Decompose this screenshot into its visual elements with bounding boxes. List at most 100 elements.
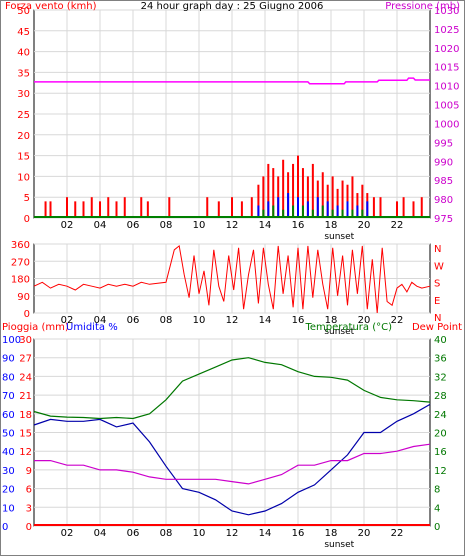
humidity-ytick-label: 60: [2, 410, 15, 421]
direction-xtick-label: 12: [226, 315, 239, 326]
wind-gust-bar: [297, 155, 299, 218]
wind-gust-bar: [412, 201, 415, 218]
temperature-line: [33, 357, 431, 420]
direction-xtick-label: 08: [160, 315, 173, 326]
temp-xtick-label: 14: [259, 528, 272, 539]
wind-gust-bar: [341, 180, 344, 218]
temperature-ytick-label: 32: [434, 372, 447, 383]
wind-gust-bar: [331, 176, 334, 218]
temperature-ytick-label: 8: [434, 485, 440, 496]
direction-compass-label: N: [434, 313, 441, 324]
wind-gust-bar: [44, 201, 47, 218]
humidity-ytick-label: 70: [2, 391, 15, 402]
wind-average-bar: [346, 201, 349, 218]
pressure-ytick-label: 980: [434, 195, 453, 206]
pressure-ytick-label: 1000: [434, 119, 459, 130]
wind-xtick-label: 22: [391, 220, 404, 231]
direction-compass-label: N: [434, 244, 441, 255]
wind-ytick-label: 50: [17, 6, 30, 17]
wind-calm-bar: [301, 205, 304, 218]
wind-gust-bar: [292, 163, 295, 218]
wind-gust-bar: [282, 159, 285, 218]
direction-line: [33, 244, 431, 314]
temp-xtick-label: 02: [61, 528, 74, 539]
temperature-ytick-label: 40: [434, 335, 447, 346]
temperature-ytick-label: 28: [434, 391, 447, 402]
wind-xtick-label: 18: [325, 220, 338, 231]
wind-sunset-label: sunset: [324, 232, 354, 242]
wind-calm-bar: [311, 209, 314, 218]
wind-gust-bar: [306, 176, 309, 218]
temp-xtick-label: 22: [391, 528, 404, 539]
wind-ytick-label: 10: [17, 172, 30, 183]
wind-xtick-label: 16: [292, 220, 305, 231]
wind-gust-bar: [217, 201, 220, 218]
humidity-ytick-label: 20: [2, 485, 15, 496]
wind-ytick-label: 15: [17, 152, 30, 163]
wind-calm-bar: [351, 209, 354, 218]
wind-gust-bar: [115, 201, 118, 218]
wind-gust-bar: [272, 168, 275, 218]
temp-xtick-label: 10: [193, 528, 206, 539]
wind-average-bar: [287, 193, 290, 218]
rain-ytick-label: 21: [19, 391, 32, 402]
rain-ytick-label: 0: [26, 522, 32, 533]
humidity-ytick-label: 50: [2, 429, 15, 440]
wind-gust-bar: [379, 197, 382, 218]
wind-gust-bar: [66, 197, 68, 218]
direction-xtick-label: 18: [325, 315, 338, 326]
wind-gust-bar: [206, 197, 209, 218]
wind-xtick-label: 14: [259, 220, 272, 231]
rain-ytick-label: 24: [19, 372, 32, 383]
humidity-ytick-label: 10: [2, 503, 15, 514]
wind-gust-bar: [74, 201, 77, 218]
wind-xtick-label: 12: [226, 220, 239, 231]
temp-xtick-label: 12: [226, 528, 239, 539]
humidity-ytick-label: 100: [2, 335, 21, 346]
wind-gust-bar: [250, 197, 253, 218]
temperature-ytick-label: 4: [434, 503, 440, 514]
temp-xtick-label: 06: [127, 528, 140, 539]
wind-calm-bar: [331, 209, 334, 218]
pressure-ytick-label: 975: [434, 214, 453, 225]
dewpoint-axis-label: Dew Point: [412, 322, 462, 333]
wind-axis-label: Forza vento (kmh): [5, 1, 97, 12]
humidity-axis-label: Umidita %: [66, 322, 118, 333]
direction-xtick-label: 14: [259, 315, 272, 326]
pressure-ytick-label: 985: [434, 176, 453, 187]
humidity-line: [33, 403, 431, 516]
rain-ytick-label: 3: [26, 503, 32, 514]
wind-average-bar: [316, 197, 319, 218]
wind-calm-bar: [341, 209, 344, 218]
direction-ytick-label: 0: [24, 309, 30, 320]
direction-xtick-label: 06: [127, 315, 140, 326]
temperature-ytick-label: 24: [434, 410, 447, 421]
wind-average-bar: [257, 205, 260, 218]
temp-xtick-label: 04: [94, 528, 107, 539]
wind-xtick-label: 04: [94, 220, 107, 231]
temp-xtick-label: 08: [160, 528, 173, 539]
wind-ytick-label: 0: [24, 214, 30, 225]
wind-calm-bar: [262, 209, 265, 218]
direction-xtick-label: 04: [94, 315, 107, 326]
temperature-ytick-label: 12: [434, 466, 447, 477]
wind-gust-bar: [420, 197, 423, 218]
wind-gust-bar: [99, 201, 101, 218]
humidity-ytick-label: 0: [2, 522, 8, 533]
chart-title: 24 hour graph day : 25 Giugno 2006: [141, 1, 324, 12]
wind-gust-bar: [311, 163, 314, 218]
wind-ytick-label: 30: [17, 89, 30, 100]
rain-ytick-label: 15: [19, 429, 32, 440]
rain-ytick-label: 27: [19, 354, 32, 365]
direction-ytick-label: 360: [11, 240, 30, 251]
wind-gust-bar: [123, 197, 126, 218]
rain-ytick-label: 6: [26, 485, 32, 496]
temperature-ytick-label: 20: [434, 429, 447, 440]
wind-xtick-label: 20: [358, 220, 371, 231]
wind-gust-bar: [231, 197, 233, 218]
temp-sunset-label: sunset: [324, 540, 354, 550]
wind-average-bar: [366, 201, 369, 218]
temperature-ytick-label: 36: [434, 354, 447, 365]
wind-gust-bar: [396, 201, 398, 218]
